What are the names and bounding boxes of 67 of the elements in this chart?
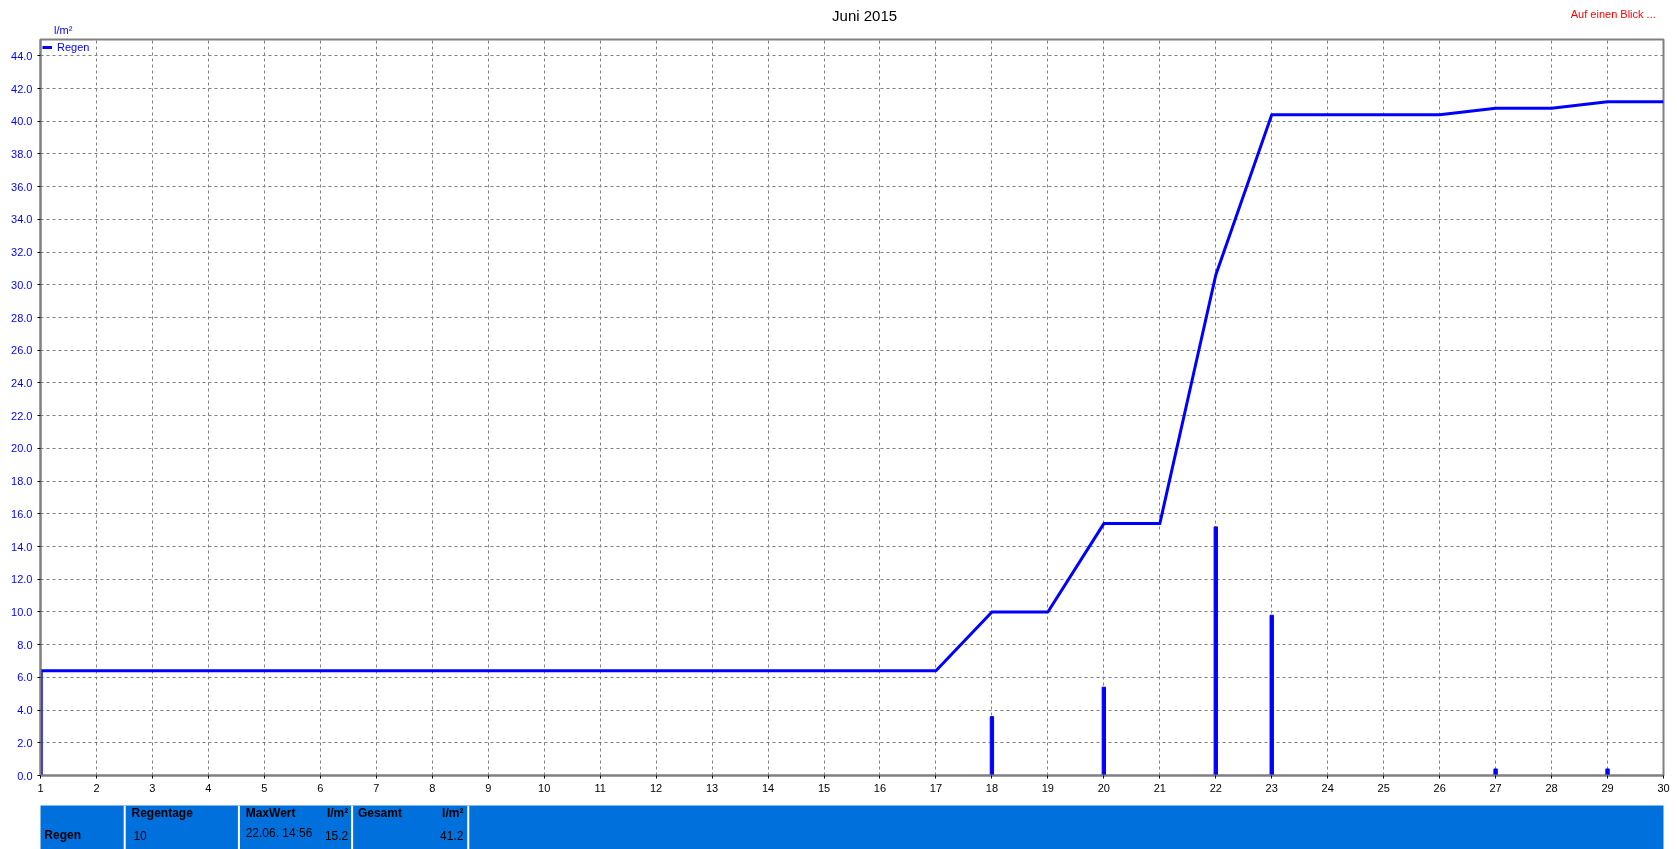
x-tick-label: 4 (205, 781, 212, 794)
text: 41.2 (440, 828, 464, 843)
x-tick-label: 18 (985, 781, 999, 794)
y-tick-label: 42.0 (11, 82, 33, 95)
y-tick-label: 28.0 (11, 311, 33, 324)
y-tick-label: 30.0 (11, 278, 33, 291)
x-tick-label: 19 (1041, 781, 1055, 794)
text: Regentage (131, 805, 194, 820)
x-tick-label: 14 (761, 781, 775, 794)
x-tick-label: 28 (1545, 781, 1558, 794)
y-tick-label: 6.0 (17, 671, 33, 684)
y-tick-label: 22.0 (11, 409, 33, 422)
x-tick-label: 24 (1321, 781, 1334, 794)
y-tick-label: 44.0 (11, 49, 33, 62)
y-axis-title: l/m² (54, 23, 73, 36)
text: 22.06. 14:56 (245, 825, 313, 840)
y-tick-label: 20.0 (11, 442, 33, 455)
y-tick-label: 2.0 (17, 736, 33, 749)
y-tick-label: 4.0 (17, 704, 33, 717)
text: Regen (57, 41, 90, 53)
x-tick-label: 1 (37, 781, 44, 794)
y-tick-label: 38.0 (11, 147, 33, 160)
y-tick-label: 34.0 (11, 213, 33, 226)
y-tick-label: 40.0 (11, 115, 33, 128)
y-tick-label: 10.0 (11, 605, 33, 618)
y-tick-label: 8.0 (17, 638, 33, 651)
x-tick-label: 5 (261, 781, 268, 794)
x-tick-label: 3 (149, 781, 156, 794)
x-tick-label: 8 (429, 781, 436, 794)
x-tick-label: 9 (485, 781, 492, 794)
text: Regen (44, 827, 82, 842)
x-tick-label: 29 (1601, 781, 1614, 794)
text: l/m² (326, 805, 349, 820)
x-tick-label: 25 (1377, 781, 1390, 794)
y-tick-label: 18.0 (11, 475, 33, 488)
x-tick-label: 13 (705, 781, 719, 794)
y-tick-label: 24.0 (11, 376, 33, 389)
x-tick-label: 2 (93, 781, 100, 794)
text: 10 (133, 828, 148, 843)
text: MaxWert (245, 805, 296, 820)
x-tick-label: 6 (317, 781, 324, 794)
y-tick-label: 0.0 (17, 769, 33, 782)
text: 15.2 (324, 828, 349, 843)
x-tick-label: 10 (538, 781, 551, 794)
x-tick-label: 16 (873, 781, 887, 794)
x-tick-label: 17 (929, 781, 943, 794)
text: Auf einen Blick ... (1570, 7, 1656, 20)
x-tick-label: 20 (1097, 781, 1110, 794)
text: l/m² (442, 805, 464, 820)
x-tick-label: 26 (1433, 781, 1446, 794)
y-tick-label: 32.0 (11, 246, 33, 259)
x-tick-label: 12 (650, 781, 663, 794)
x-tick-label: 23 (1265, 781, 1278, 794)
y-tick-label: 14.0 (11, 540, 33, 553)
x-tick-label: 7 (373, 781, 380, 794)
y-tick-label: 16.0 (11, 507, 33, 520)
x-tick-label: 27 (1489, 781, 1502, 794)
x-tick-label: 21 (1153, 781, 1166, 794)
y-tick-label: 36.0 (11, 180, 33, 193)
x-tick-label: 15 (817, 781, 831, 794)
x-tick-label: 22 (1209, 781, 1222, 794)
x-tick-label: 30 (1657, 781, 1670, 794)
chart-title: Juni 2015 (832, 7, 898, 24)
y-tick-label: 12.0 (11, 573, 33, 586)
text: Gesamt (357, 805, 402, 820)
y-tick-label: 26.0 (11, 344, 33, 357)
x-tick-label: 11 (594, 781, 606, 794)
